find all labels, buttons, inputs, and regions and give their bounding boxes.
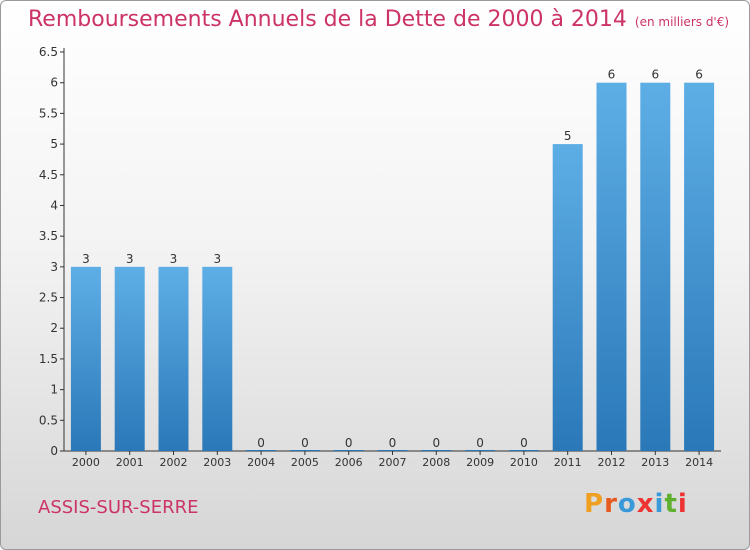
data-label: 5 — [564, 129, 572, 143]
bar — [552, 144, 583, 452]
chart-title: Remboursements Annuels de la Dette de 20… — [28, 7, 729, 32]
x-tick-label: 2014 — [685, 456, 713, 469]
logo-letter: i — [654, 489, 665, 519]
y-tick-label: 5.5 — [39, 106, 58, 120]
data-label: 3 — [213, 252, 221, 266]
x-tick-label: 2009 — [466, 456, 494, 469]
commune-name: ASSIS-SUR-SERRE — [38, 497, 199, 518]
x-tick-label: 2008 — [422, 456, 450, 469]
bar — [684, 82, 715, 451]
logo-letter: P — [584, 489, 605, 519]
logo-letter: t — [664, 489, 678, 519]
y-tick-label: 5 — [50, 137, 58, 151]
data-label: 6 — [608, 68, 616, 82]
data-label: 0 — [432, 436, 440, 450]
x-tick-label: 2010 — [510, 456, 538, 469]
y-tick-label: 6 — [50, 76, 58, 90]
logo-letter: r — [604, 489, 618, 519]
y-tick-label: 0.5 — [39, 413, 58, 427]
data-label: 0 — [257, 436, 265, 450]
x-tick-label: 2002 — [160, 456, 188, 469]
y-tick-label: 4.5 — [39, 168, 58, 182]
y-tick-label: 1.5 — [39, 352, 58, 366]
x-tick-label: 2013 — [641, 456, 669, 469]
data-label: 0 — [345, 436, 353, 450]
data-label: 6 — [695, 68, 703, 82]
bar — [465, 450, 496, 451]
x-tick-label: 2012 — [598, 456, 626, 469]
y-tick-label: 3.5 — [39, 229, 58, 243]
bar — [114, 266, 145, 451]
logo-letter: x — [636, 489, 655, 519]
bar — [421, 450, 452, 451]
x-tick-label: 2004 — [247, 456, 275, 469]
y-tick-label: 6.5 — [39, 45, 58, 59]
y-tick-label: 1 — [50, 383, 58, 397]
y-tick-label: 4 — [50, 198, 58, 212]
y-tick-label: 2.5 — [39, 291, 58, 305]
chart-title-text: Remboursements Annuels de la Dette de 20… — [28, 7, 627, 32]
bar — [70, 266, 101, 451]
x-tick-label: 2011 — [554, 456, 582, 469]
logo-letter: i — [677, 489, 688, 519]
data-label: 0 — [476, 436, 484, 450]
bar — [289, 450, 320, 451]
data-label: 0 — [389, 436, 397, 450]
y-tick-label: 0 — [50, 444, 58, 458]
x-tick-label: 2006 — [335, 456, 363, 469]
y-tick-label: 3 — [50, 260, 58, 274]
data-label: 0 — [520, 436, 528, 450]
logo-letter: o — [617, 489, 637, 519]
bar — [377, 450, 408, 451]
bar — [508, 450, 539, 451]
chart-unit: (en milliers d'€) — [634, 15, 730, 29]
x-tick-label: 2003 — [203, 456, 231, 469]
x-tick-label: 2005 — [291, 456, 319, 469]
bar — [246, 450, 277, 451]
data-label: 6 — [651, 68, 659, 82]
x-tick-label: 2001 — [116, 456, 144, 469]
proxiti-logo: Proxiti — [584, 489, 688, 519]
bar — [202, 266, 233, 451]
bar — [596, 82, 627, 451]
data-label: 3 — [170, 252, 178, 266]
data-label: 0 — [301, 436, 309, 450]
bar — [158, 266, 189, 451]
x-tick-label: 2007 — [379, 456, 407, 469]
bar — [640, 82, 671, 451]
data-label: 3 — [82, 252, 90, 266]
data-label: 3 — [126, 252, 134, 266]
bar — [333, 450, 364, 451]
x-tick-label: 2000 — [72, 456, 100, 469]
y-tick-label: 2 — [50, 321, 58, 335]
